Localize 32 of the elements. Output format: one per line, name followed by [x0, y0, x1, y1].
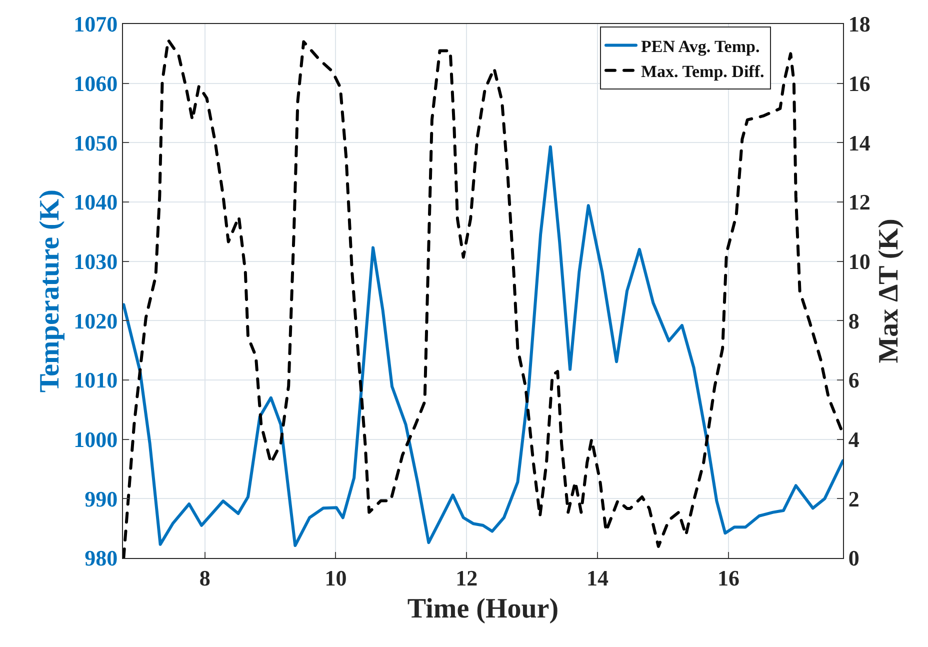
x-tick-label: 12 — [456, 565, 478, 590]
legend-label: PEN Avg. Temp. — [641, 36, 760, 56]
y-tick-label: 1000 — [74, 427, 118, 452]
y2-tick-label: 6 — [848, 368, 860, 393]
y-tick-label: 1070 — [74, 12, 118, 37]
y-tick-label: 990 — [84, 486, 118, 512]
y2-tick-label: 2 — [848, 486, 860, 512]
y-tick-label: 1030 — [74, 249, 118, 274]
legend-label: Max. Temp. Diff. — [641, 62, 764, 81]
y2-tick-label: 8 — [848, 308, 860, 334]
y2-tick-label: 18 — [848, 12, 870, 37]
y-tick-label: 980 — [84, 546, 118, 571]
y-tick-label: 1010 — [74, 368, 118, 393]
x-axis-title: Time (Hour) — [407, 594, 559, 624]
y2-tick-label: 14 — [848, 130, 870, 156]
y-tick-label: 1050 — [74, 130, 118, 156]
line-series — [123, 38, 843, 558]
line-series — [123, 145, 843, 548]
y2-axis-title: Max ΔT (K) — [874, 218, 904, 364]
y2-tick-label: 4 — [848, 427, 860, 452]
y-tick-label: 1020 — [74, 308, 118, 334]
y2-tick-label: 10 — [848, 249, 870, 274]
x-tick-label: 16 — [717, 565, 740, 590]
x-tick-label: 8 — [199, 565, 210, 590]
x-tick-label: 14 — [586, 565, 609, 590]
x-tick-label: 10 — [324, 565, 347, 590]
y-axis-title: Temperature (K) — [34, 190, 66, 392]
y-tick-label: 1040 — [74, 190, 118, 215]
y2-tick-label: 0 — [848, 546, 860, 571]
y2-tick-label: 16 — [848, 71, 870, 96]
y2-tick-label: 12 — [848, 190, 870, 215]
y-tick-label: 1060 — [74, 71, 118, 96]
